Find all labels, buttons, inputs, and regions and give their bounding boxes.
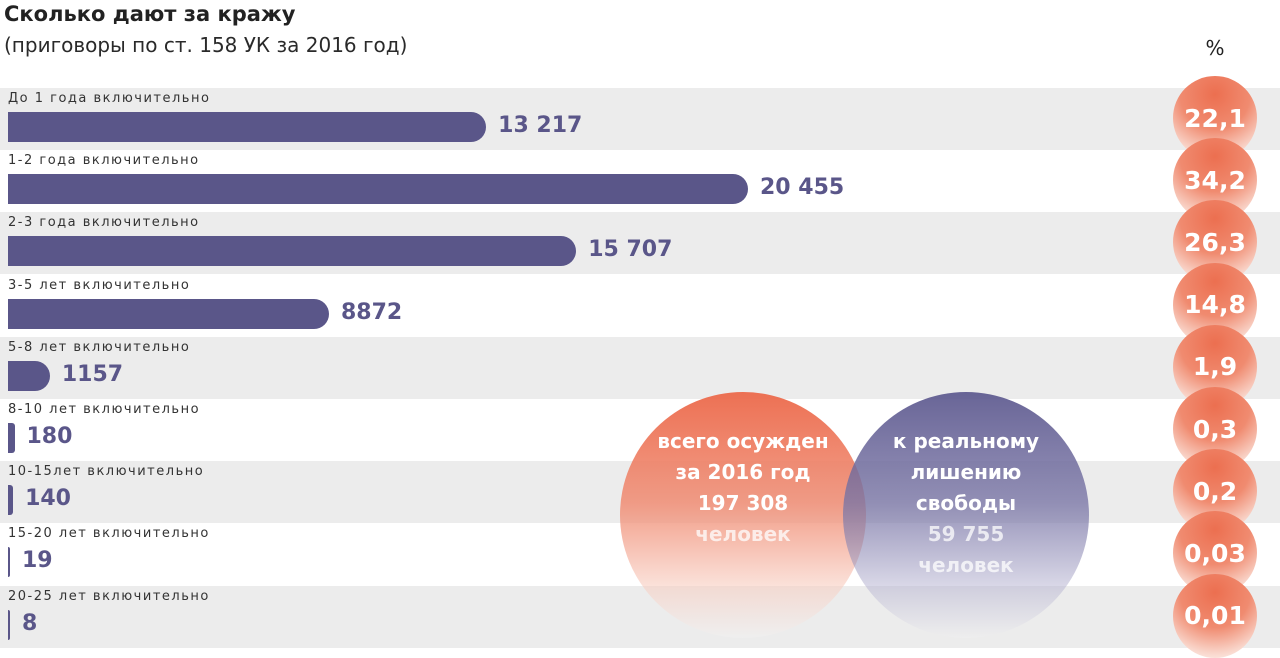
bar-value-label: 180 xyxy=(26,424,73,449)
bar-value-label: 15 707 xyxy=(588,237,673,263)
bar xyxy=(8,174,748,205)
venn-right-line-2: лишению xyxy=(910,460,1022,484)
venn-total-convicted: всего осужден за 2016 год 197 308 челове… xyxy=(620,392,866,638)
venn-left-line-3: 197 308 xyxy=(697,491,789,515)
bar-value-label: 8 xyxy=(22,610,38,636)
category-label: 5-8 лет включительно xyxy=(8,339,191,355)
bar-value-label: 19 xyxy=(22,548,53,574)
bar-value-label: 20 455 xyxy=(760,175,845,201)
bar-value-label: 1157 xyxy=(61,361,124,387)
venn-real-imprisonment: к реальному лишению свободы 59 755 челов… xyxy=(843,392,1089,638)
chart-title: Сколько дают за кражу xyxy=(4,2,296,26)
category-label: 3-5 лет включительно xyxy=(8,277,191,293)
venn-right-line-3: свободы xyxy=(915,491,1017,515)
category-label: До 1 года включительно xyxy=(8,91,211,106)
chart-subtitle: (приговоры по ст. 158 УК за 2016 год) xyxy=(4,33,408,57)
bar-value-label: 140 xyxy=(25,486,71,512)
category-label: 15-20 лет включительно xyxy=(8,526,210,542)
bar xyxy=(8,423,15,453)
venn-right-line-1: к реальному xyxy=(892,429,1040,453)
bar-value-label: 8872 xyxy=(340,299,403,325)
bar xyxy=(8,360,50,391)
venn-left-line-2: за 2016 год xyxy=(675,460,811,484)
percent-bubble: 0,01 xyxy=(1173,573,1257,658)
category-label: 10-15лет включительно xyxy=(8,464,205,480)
percent-header: % xyxy=(1205,36,1225,60)
category-label: 20-25 лет включительно xyxy=(8,588,210,604)
bar-value-label: 13 217 xyxy=(498,113,583,138)
percent-bubble: 34,2 xyxy=(1173,138,1257,223)
row-background xyxy=(0,585,1280,648)
category-label: 2-3 года включительно xyxy=(8,215,200,231)
row-background xyxy=(0,336,1280,399)
category-label: 8-10 лет включительно xyxy=(8,402,201,417)
venn-right-line-4: 59 755 xyxy=(927,522,1005,546)
bar xyxy=(8,236,577,267)
bar xyxy=(8,609,10,640)
category-label: 1-2 года включительно xyxy=(8,153,200,169)
venn-right-line-5: человек xyxy=(918,553,1014,577)
venn-left-line-4: человек xyxy=(695,522,791,546)
bar xyxy=(8,547,10,578)
venn-left-line-1: всего осужден xyxy=(657,429,829,453)
bar xyxy=(8,298,329,329)
bar xyxy=(8,485,14,516)
bar xyxy=(8,112,487,142)
